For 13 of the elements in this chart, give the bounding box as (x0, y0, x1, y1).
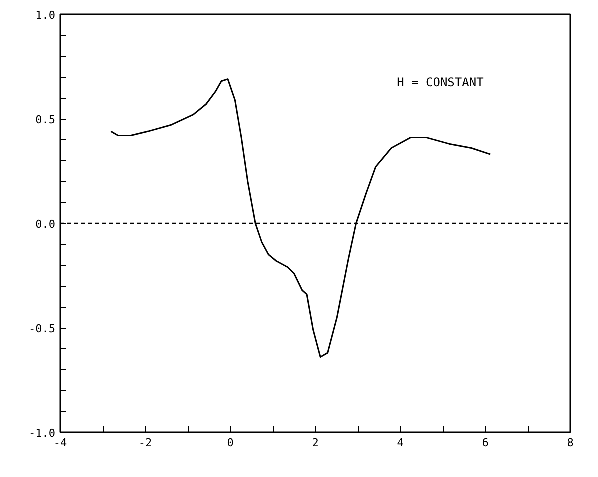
y-tick-label: 0.5 (36, 114, 56, 126)
y-tick-label: 1.0 (36, 9, 56, 22)
annotation: H = CONSTANT (397, 76, 484, 90)
x-tick-label: -2 (138, 436, 152, 450)
x-tick-label: 0 (227, 436, 234, 450)
y-tick-label: -0.5 (29, 322, 56, 336)
x-tick-label: 2 (312, 436, 319, 450)
y-tick-label: 0.0 (36, 218, 56, 231)
x-tick-label: 6 (482, 436, 489, 450)
x-tick-label: 8 (567, 436, 574, 450)
x-tick-label: -4 (54, 436, 68, 450)
x-tick-label: 4 (397, 436, 404, 450)
y-tick-label: -1.0 (29, 427, 56, 440)
